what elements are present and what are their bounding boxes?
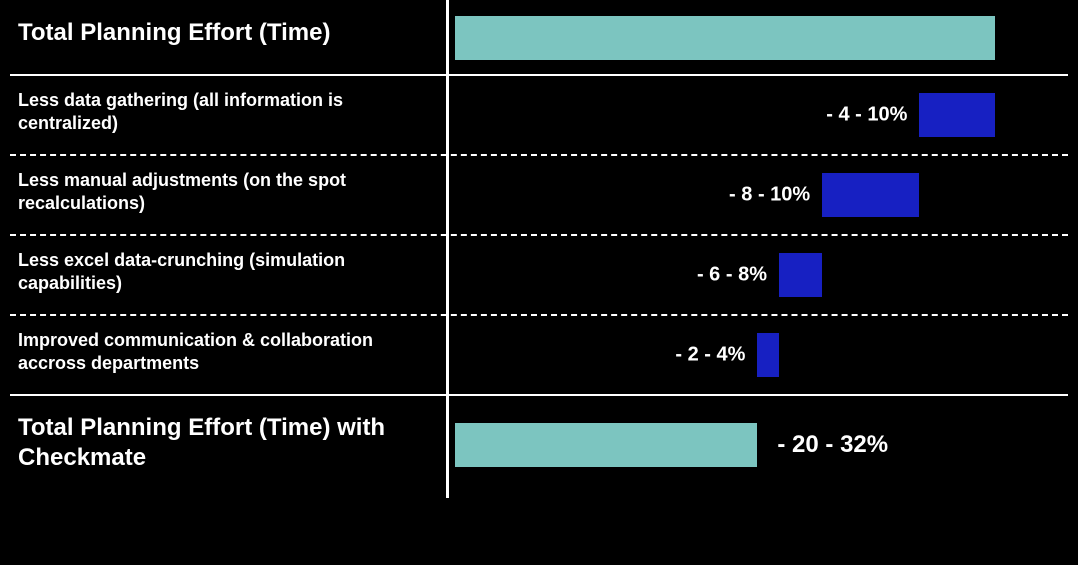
bar-value-label: - 8 - 10% xyxy=(729,184,810,207)
total-bar xyxy=(455,16,995,60)
bar-value-label: - 2 - 4% xyxy=(675,344,745,367)
bar-value-label: - 20 - 32% xyxy=(777,431,888,459)
total-bar xyxy=(455,423,757,467)
row-label: Total Planning Effort (Time) xyxy=(18,18,418,48)
row-label: Less data gathering (all information is … xyxy=(18,89,418,134)
reduction-bar xyxy=(779,253,822,297)
reduction-bar xyxy=(757,333,779,377)
bar-value-label: - 6 - 8% xyxy=(697,264,767,287)
row-label: Less manual adjustments (on the spot rec… xyxy=(18,169,418,214)
reduction-bar xyxy=(822,173,919,217)
waterfall-chart: Total Planning Effort (Time) Less data ga… xyxy=(0,0,1078,565)
reduction-row: Improved communication & collaboration a… xyxy=(0,315,1078,395)
reduction-row: Less excel data-crunching (simulation ca… xyxy=(0,235,1078,315)
reduction-bar xyxy=(919,93,995,137)
total-row: Total Planning Effort (Time) xyxy=(0,0,1078,75)
row-label: Total Planning Effort (Time) with Checkm… xyxy=(18,413,418,473)
reduction-row: Less manual adjustments (on the spot rec… xyxy=(0,155,1078,235)
row-label: Less excel data-crunching (simulation ca… xyxy=(18,249,418,294)
bar-value-label: - 4 - 10% xyxy=(826,104,907,127)
reduction-row: Less data gathering (all information is … xyxy=(0,75,1078,155)
total-row: Total Planning Effort (Time) with Checkm… xyxy=(0,395,1078,495)
row-label: Improved communication & collaboration a… xyxy=(18,329,418,374)
